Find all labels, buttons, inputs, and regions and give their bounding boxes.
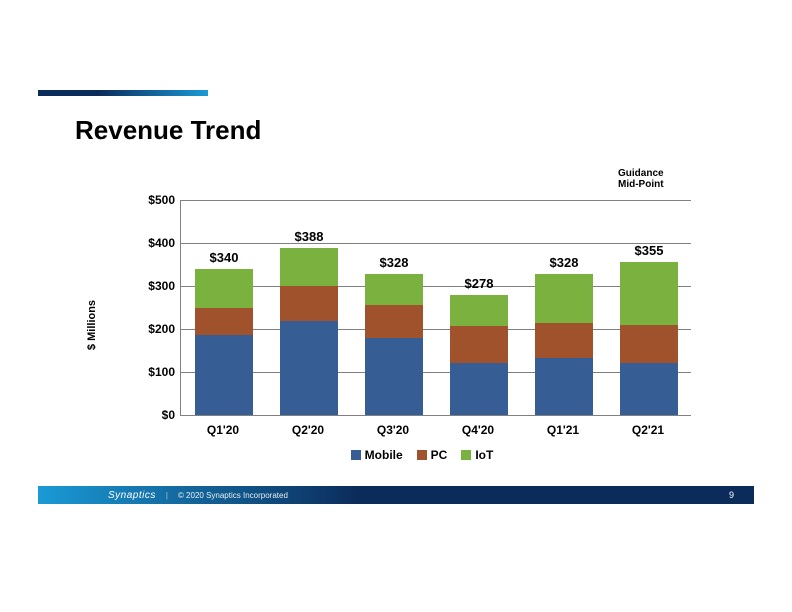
x-category-label: Q3'20 [353,423,433,437]
bar-segment-mobile [620,363,678,415]
accent-bar [38,90,208,96]
bar-segment-pc [195,308,253,336]
y-tick-label: $0 [130,408,175,422]
footer-logo: Synaptics [108,490,156,501]
bar-group: $355 [620,200,678,415]
bar-group: $388 [280,200,338,415]
bar-segment-pc [450,326,508,364]
y-tick-label: $400 [130,236,175,250]
legend-label: Mobile [365,448,403,462]
bar-segment-pc [280,286,338,321]
legend-swatch-mobile [351,450,361,460]
x-category-label: Q4'20 [438,423,518,437]
footer-copyright: © 2020 Synaptics Incorporated [178,491,288,500]
gridline [181,372,691,373]
legend-label: PC [431,448,448,462]
y-axis-title: $ Millions [86,300,98,350]
plot-area: $340 $388 $328 $278 $328 $355 [180,200,691,416]
bar-segment-iot [365,274,423,305]
y-tick-label: $200 [130,322,175,336]
gridline [181,329,691,330]
bar-segment-iot [195,269,253,308]
bar-group: $340 [195,200,253,415]
bar-total-label: $278 [450,276,508,291]
y-tick-label: $500 [130,193,175,207]
bar-group: $328 [535,200,593,415]
bar-segment-mobile [195,335,253,415]
bar-segment-pc [365,305,423,339]
footer-page-number: 9 [729,490,734,500]
gridline [181,200,691,201]
gridline [181,286,691,287]
bar-group: $278 [450,200,508,415]
slide-root: Revenue Trend GuidanceMid-Point $ Millio… [0,0,792,612]
bar-total-label: $328 [365,255,423,270]
bar-segment-pc [535,323,593,358]
bar-segment-mobile [535,358,593,415]
bar-total-label: $388 [280,229,338,244]
x-category-label: Q2'20 [268,423,348,437]
x-category-label: Q1'20 [183,423,263,437]
bar-segment-iot [450,295,508,325]
bar-total-label: $328 [535,255,593,270]
legend-label: IoT [475,448,493,462]
footer-bar: Synaptics | © 2020 Synaptics Incorporate… [38,486,754,504]
footer-separator: | [166,491,168,500]
y-tick-label: $300 [130,279,175,293]
bar-group: $328 [365,200,423,415]
bar-segment-iot [535,274,593,323]
gridline [181,243,691,244]
legend-swatch-iot [461,450,471,460]
bar-total-label: $355 [620,243,678,258]
x-category-label: Q1'21 [523,423,603,437]
bar-segment-mobile [450,363,508,415]
guidance-label: GuidanceMid-Point [618,168,664,190]
legend-swatch-pc [417,450,427,460]
y-tick-label: $100 [130,365,175,379]
bar-segment-mobile [280,321,338,415]
bar-total-label: $340 [195,250,253,265]
bar-segment-pc [620,325,678,363]
page-title: Revenue Trend [75,115,261,146]
revenue-chart: $ Millions $340$388$328$278$328$355 Mobi… [130,190,700,460]
bar-segment-iot [620,262,678,325]
chart-legend: Mobile PC IoT [130,448,700,462]
x-category-label: Q2'21 [608,423,688,437]
bar-segment-mobile [365,338,423,415]
bar-segment-iot [280,248,338,286]
